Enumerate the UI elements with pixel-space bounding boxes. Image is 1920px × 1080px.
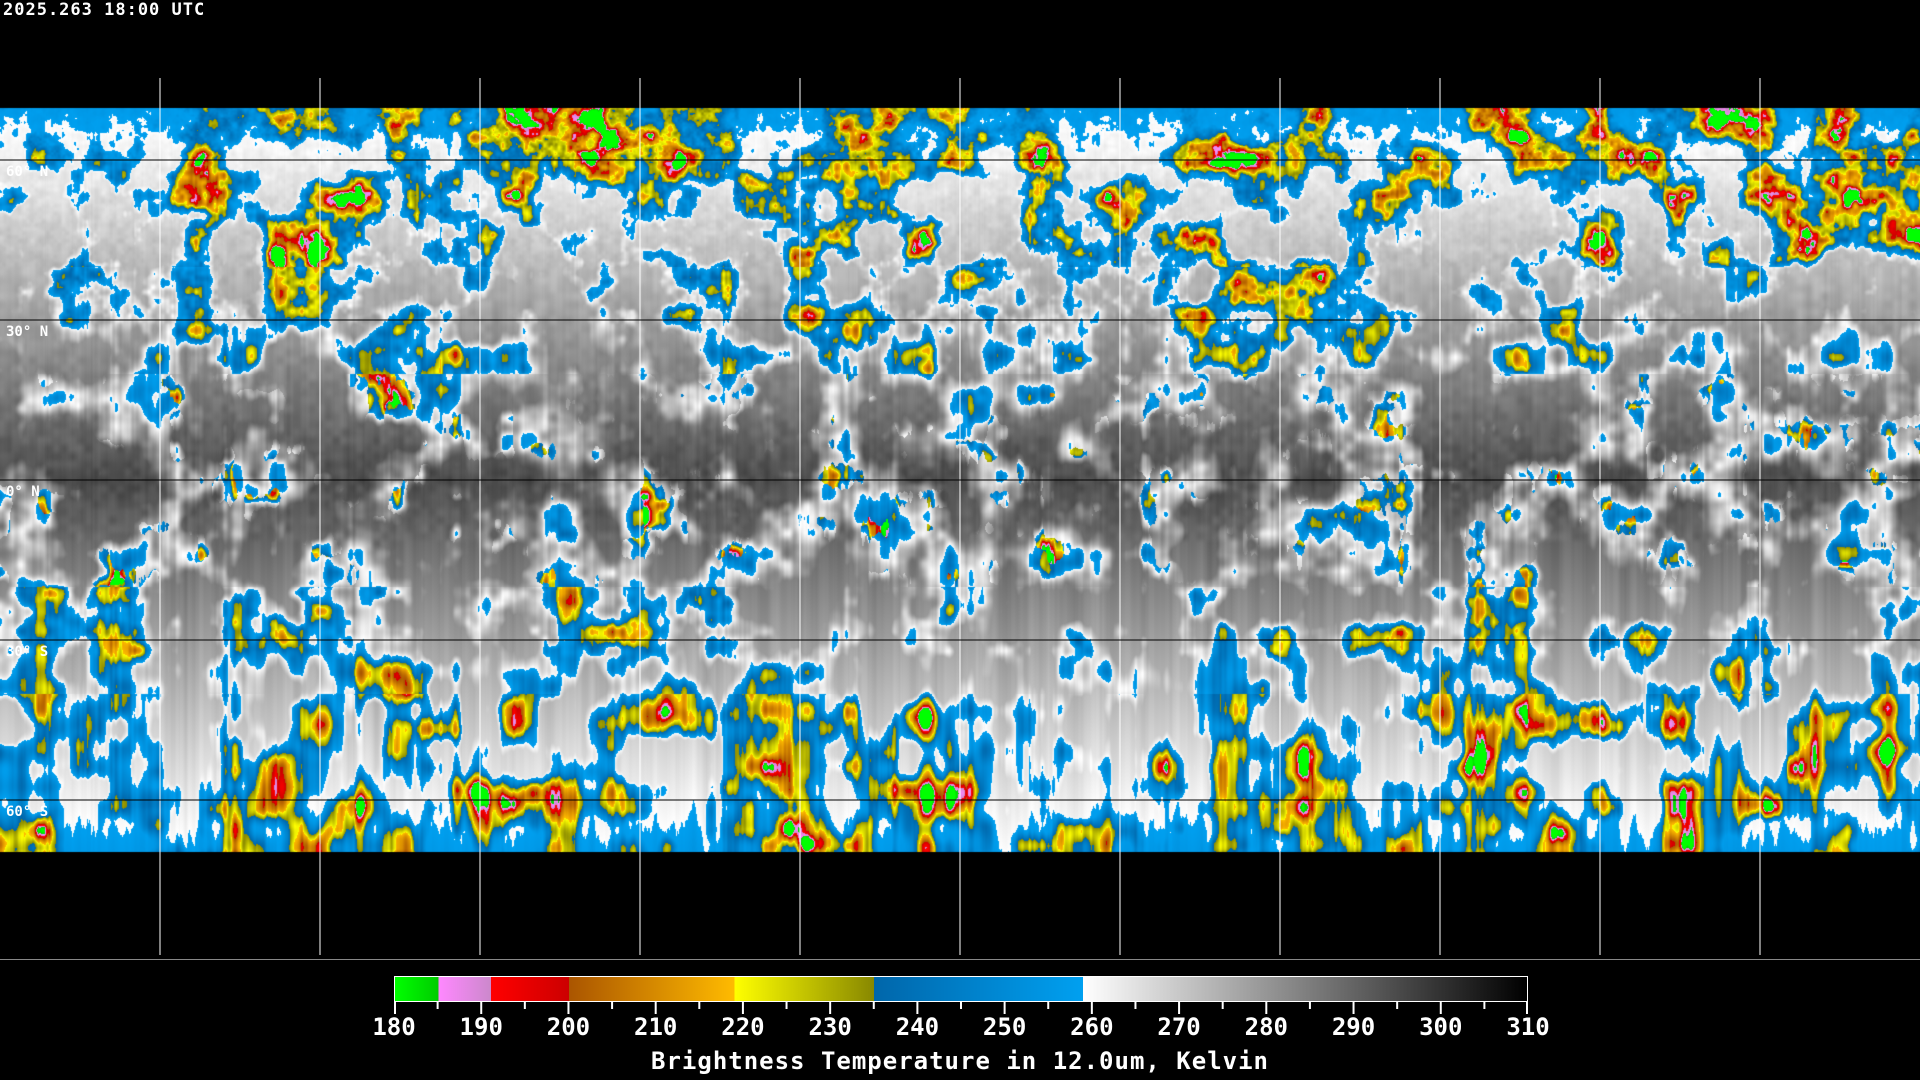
lat-label-30n: 30° N: [6, 324, 49, 340]
colorbar-title: Brightness Temperature in 12.0um, Kelvin: [651, 1047, 1269, 1075]
tick-label-310: 310: [1506, 1013, 1550, 1041]
tick-label-220: 220: [721, 1013, 765, 1041]
tick-label-290: 290: [1331, 1013, 1376, 1041]
tick-label-230: 230: [808, 1013, 852, 1041]
tick-label-260: 260: [1070, 1013, 1114, 1041]
tick-label-270: 270: [1157, 1013, 1201, 1041]
timestamp: 2025.263 18:00 UTC: [3, 0, 206, 20]
tick-label-210: 210: [634, 1013, 678, 1041]
lat-lon-grid: [159, 78, 1761, 955]
satellite-map[interactable]: 2025.263 18:00 UTC 60° N 30° N 0° N 30° …: [0, 0, 1920, 960]
tick-label-190: 190: [459, 1013, 503, 1041]
tick-label-250: 250: [982, 1013, 1027, 1041]
tick-label-200: 200: [546, 1013, 591, 1041]
lat-label-60n: 60° N: [6, 164, 49, 180]
tick-label-280: 280: [1244, 1013, 1288, 1041]
colorbar-ticks: [394, 1002, 1528, 1014]
lat-label-60s: 60° S: [6, 804, 49, 820]
lat-label-30s: 30° S: [6, 644, 49, 660]
map-border: [0, 959, 1920, 960]
lat-label-0n: 0° N: [6, 484, 40, 500]
colorbar: [394, 976, 1528, 1002]
tick-label-180: 180: [372, 1013, 416, 1041]
tick-label-300: 300: [1419, 1013, 1463, 1041]
tick-label-240: 240: [895, 1013, 940, 1041]
